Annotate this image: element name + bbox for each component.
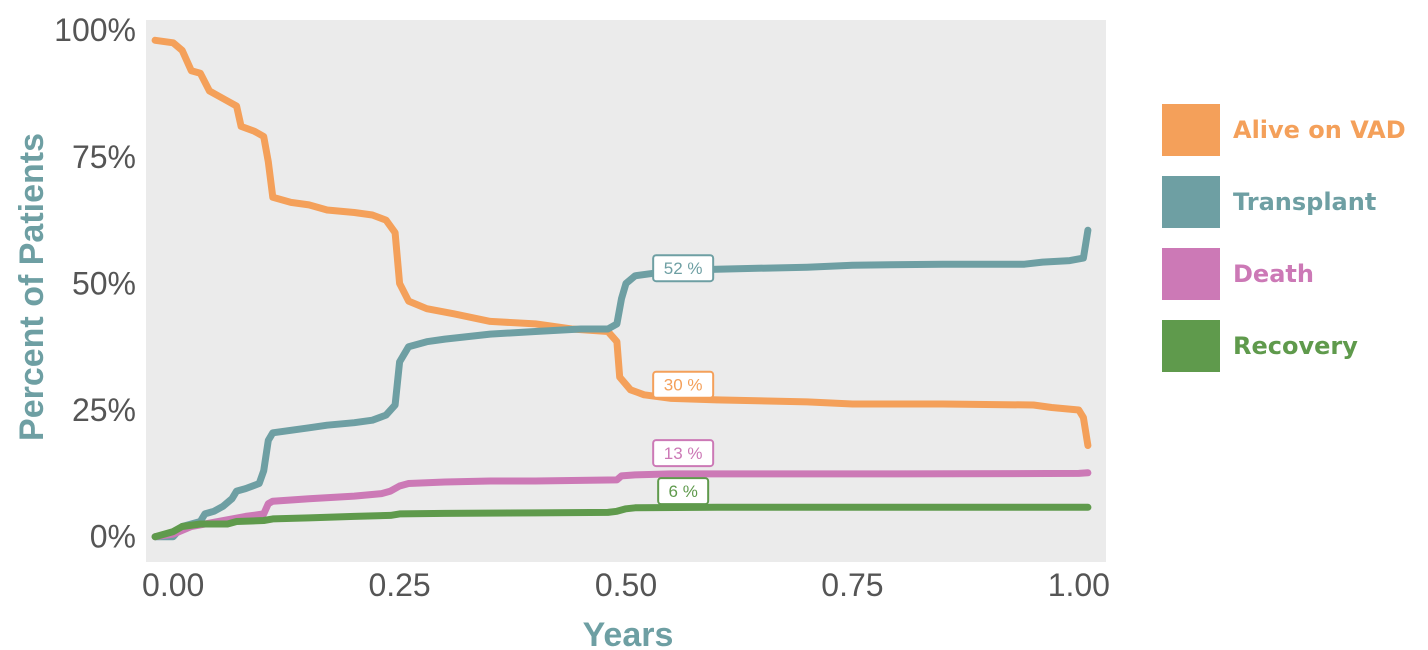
y-tick-label: 75%	[72, 139, 136, 175]
x-tick-label: 0.00	[142, 567, 204, 603]
series-line-alive-on-vad	[151, 36, 1092, 449]
data-label-recovery: 6 %	[657, 477, 710, 506]
data-label-box	[652, 439, 715, 468]
legend-swatch	[1162, 248, 1220, 300]
legend-label: Death	[1233, 260, 1314, 288]
data-label-text: 13 %	[664, 444, 703, 463]
x-axis-title: Years	[583, 616, 674, 650]
y-axis-title: Percent of Patients	[13, 133, 51, 441]
y-axis: 0% 25% 50% 75% 100%	[54, 12, 136, 555]
legend-item-alive-on-vad: Alive on VAD	[1162, 104, 1406, 156]
y-tick-label: 100%	[54, 12, 136, 48]
data-label-death: 13 %	[652, 439, 715, 468]
legend: Alive on VAD Transplant Death Recovery	[1162, 104, 1406, 392]
legend-item-transplant: Transplant	[1162, 176, 1406, 228]
legend-swatch	[1162, 320, 1220, 372]
data-label-box	[652, 254, 715, 283]
series-line-transplant	[151, 226, 1092, 541]
data-label-transplant: 52 %	[652, 254, 715, 283]
legend-label: Recovery	[1233, 332, 1358, 360]
legend-item-recovery: Recovery	[1162, 320, 1406, 372]
x-tick-label: 0.25	[368, 567, 430, 603]
legend-swatch	[1162, 176, 1220, 228]
data-label-text: 52 %	[664, 259, 703, 278]
data-labels: 30 % 52 % 13 % 6 %	[652, 254, 715, 506]
y-tick-label: 0%	[90, 519, 136, 555]
series-lines	[151, 36, 1092, 541]
x-axis: 0.00 0.25 0.50 0.75 1.00	[142, 567, 1110, 603]
data-label-box	[652, 370, 715, 399]
y-tick-label: 25%	[72, 392, 136, 428]
legend-item-death: Death	[1162, 248, 1406, 300]
x-tick-label: 1.00	[1048, 567, 1110, 603]
legend-label: Alive on VAD	[1233, 116, 1406, 144]
series-line-death	[151, 469, 1092, 541]
x-tick-label: 0.75	[821, 567, 883, 603]
series-line-recovery	[151, 503, 1092, 541]
data-label-text: 30 %	[664, 376, 703, 395]
y-tick-label: 50%	[72, 265, 136, 301]
x-tick-label: 0.50	[595, 567, 657, 603]
legend-swatch	[1162, 104, 1220, 156]
legend-label: Transplant	[1233, 188, 1377, 216]
data-label-box	[657, 477, 710, 506]
data-label-text: 6 %	[669, 482, 698, 501]
data-label-alive-on-vad: 30 %	[652, 370, 715, 399]
